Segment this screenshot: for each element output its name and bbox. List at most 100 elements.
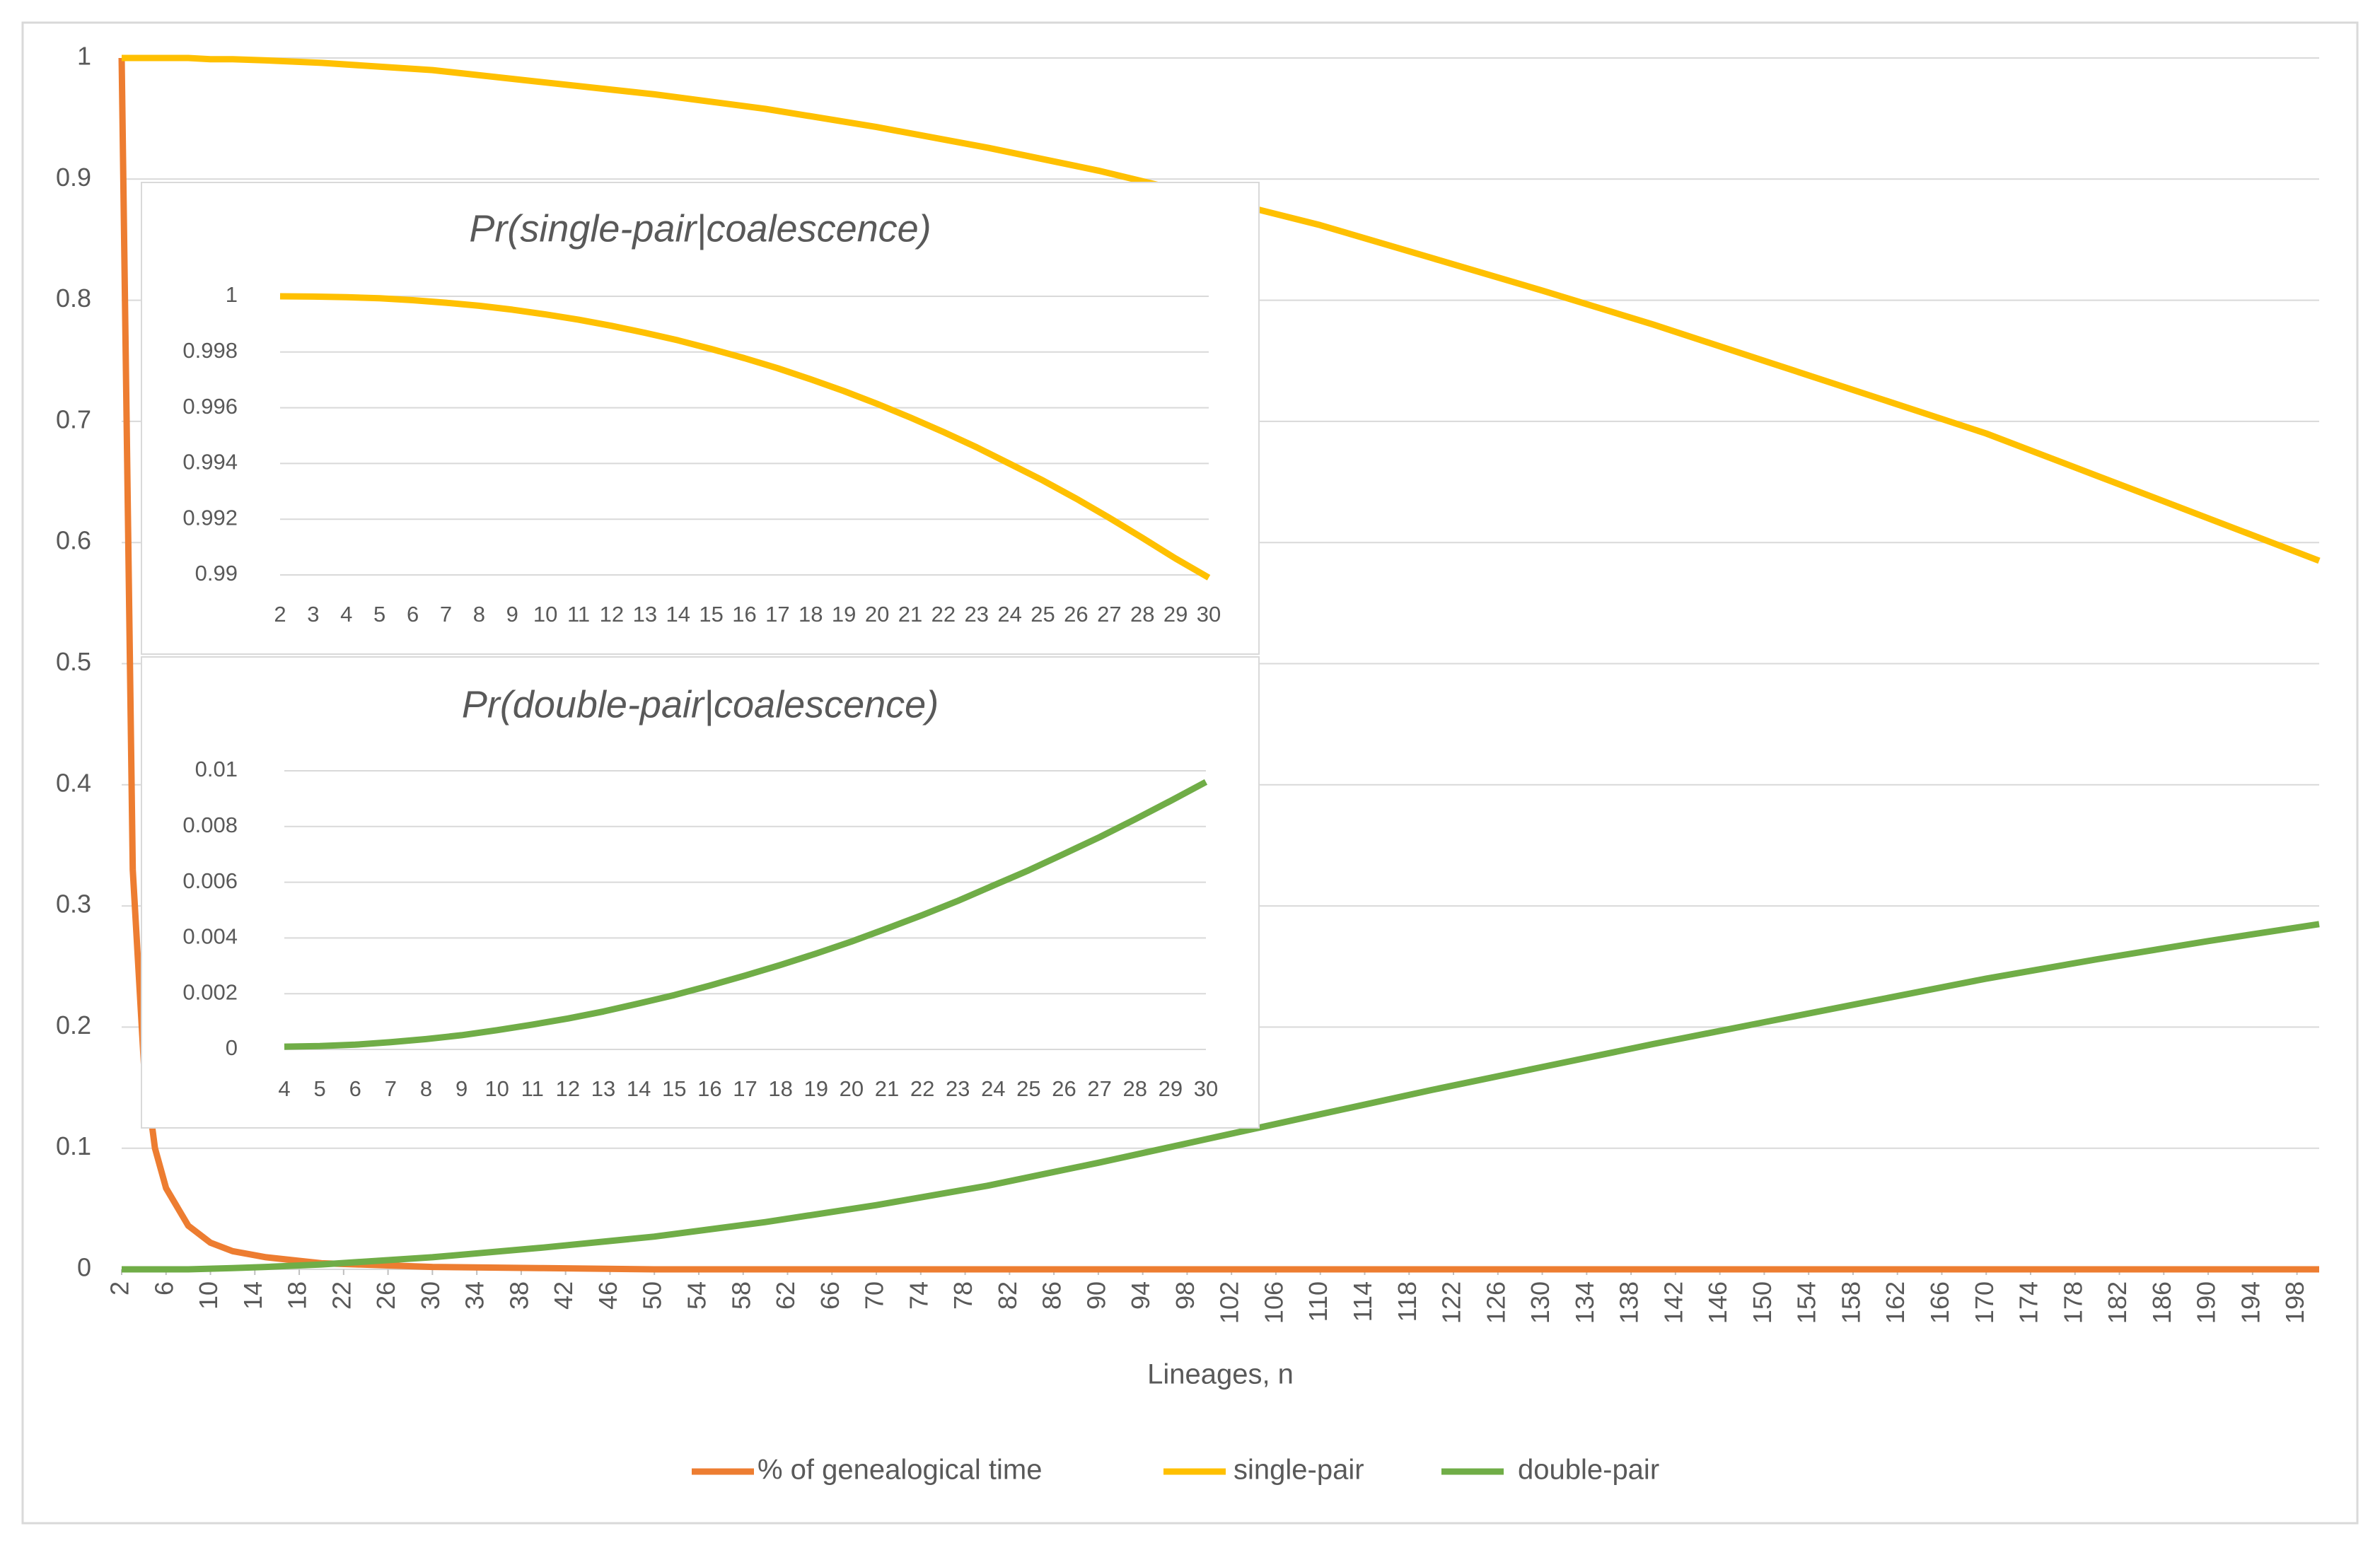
y-tick-label: 0.994 xyxy=(182,450,238,474)
x-tick-label: 130 xyxy=(1526,1281,1555,1324)
x-tick-label: 17 xyxy=(765,602,789,627)
x-tick-label: 154 xyxy=(1792,1281,1821,1324)
x-tick-label: 46 xyxy=(593,1281,622,1310)
x-tick-label: 17 xyxy=(733,1076,757,1101)
x-tick-label: 25 xyxy=(1016,1076,1040,1101)
x-tick-label: 7 xyxy=(440,602,452,627)
x-tick-label: 30 xyxy=(416,1281,445,1310)
x-tick-label: 22 xyxy=(910,1076,934,1101)
y-tick-label: 0.2 xyxy=(56,1011,91,1040)
x-tick-label: 20 xyxy=(840,1076,864,1101)
x-tick-label: 190 xyxy=(2192,1281,2221,1324)
x-tick-label: 82 xyxy=(993,1281,1022,1310)
x-tick-label: 186 xyxy=(2147,1281,2176,1324)
x-tick-label: 74 xyxy=(904,1281,933,1310)
x-tick-label: 54 xyxy=(682,1281,711,1310)
x-tick-label: 34 xyxy=(460,1281,489,1310)
x-tick-label: 9 xyxy=(506,602,518,627)
x-tick-label: 194 xyxy=(2236,1281,2265,1324)
x-tick-label: 118 xyxy=(1393,1281,1422,1322)
x-tick-label: 114 xyxy=(1348,1281,1377,1322)
x-tick-label: 6 xyxy=(407,602,419,627)
legend-label: single-pair xyxy=(1233,1455,1364,1486)
x-tick-label: 106 xyxy=(1259,1281,1288,1324)
x-tick-label: 26 xyxy=(1052,1076,1076,1101)
x-tick-label: 30 xyxy=(1194,1076,1218,1101)
x-tick-label: 10 xyxy=(484,1076,509,1101)
y-tick-label: 0.4 xyxy=(56,768,91,797)
x-tick-label: 66 xyxy=(815,1281,844,1310)
y-tick-label: 0.5 xyxy=(56,647,91,676)
x-tick-label: 26 xyxy=(1064,602,1088,627)
x-tick-label: 158 xyxy=(1836,1281,1865,1324)
x-tick-label: 98 xyxy=(1171,1281,1200,1310)
x-tick-label: 174 xyxy=(2014,1281,2043,1324)
x-tick-label: 146 xyxy=(1703,1281,1732,1324)
x-tick-label: 27 xyxy=(1097,602,1121,627)
y-tick-label: 0.01 xyxy=(195,757,238,781)
x-tick-label: 10 xyxy=(194,1281,223,1310)
x-tick-label: 19 xyxy=(832,602,856,627)
x-tick-label: 42 xyxy=(549,1281,578,1310)
x-tick-label: 12 xyxy=(600,602,624,627)
x-tick-label: 3 xyxy=(307,602,319,627)
y-tick-label: 0.99 xyxy=(195,561,238,586)
x-tick-label: 58 xyxy=(726,1281,755,1310)
y-tick-label: 0 xyxy=(77,1253,91,1282)
x-tick-label: 110 xyxy=(1304,1281,1333,1322)
x-tick-label: 24 xyxy=(981,1076,1005,1101)
x-tick-label: 18 xyxy=(283,1281,312,1310)
x-tick-label: 5 xyxy=(313,1076,325,1101)
x-tick-label: 122 xyxy=(1437,1281,1466,1324)
x-tick-label: 22 xyxy=(327,1281,356,1310)
inset-panel xyxy=(141,656,1260,1129)
x-tick-label: 15 xyxy=(662,1076,686,1101)
series-line xyxy=(122,921,2320,1273)
x-tick-label: 70 xyxy=(860,1281,889,1310)
x-tick-label: 178 xyxy=(2058,1281,2087,1324)
legend-label: double-pair xyxy=(1518,1455,1659,1486)
x-tick-label: 9 xyxy=(455,1076,468,1101)
x-tick-label: 8 xyxy=(420,1076,432,1101)
y-tick-label: 0.002 xyxy=(182,979,238,1004)
x-tick-label: 23 xyxy=(965,602,989,627)
x-tick-label: 4 xyxy=(340,602,352,627)
x-tick-label: 162 xyxy=(1881,1281,1910,1324)
x-tick-label: 28 xyxy=(1130,602,1154,627)
legend-label: % of genealogical time xyxy=(757,1455,1042,1486)
x-tick-label: 150 xyxy=(1748,1281,1777,1324)
x-tick-label: 22 xyxy=(931,602,956,627)
x-tick-label: 134 xyxy=(1570,1281,1599,1324)
x-tick-label: 170 xyxy=(1970,1281,1999,1324)
x-tick-label: 14 xyxy=(627,1076,651,1101)
x-tick-label: 26 xyxy=(371,1281,400,1310)
x-tick-label: 14 xyxy=(238,1281,267,1310)
series-line xyxy=(122,54,2321,564)
x-tick-label: 21 xyxy=(875,1076,899,1101)
x-tick-label: 6 xyxy=(349,1076,361,1101)
y-tick-label: 0 xyxy=(226,1035,238,1060)
y-tick-label: 0.7 xyxy=(56,404,91,433)
x-tick-label: 102 xyxy=(1215,1281,1244,1324)
x-tick-label: 198 xyxy=(2280,1281,2309,1324)
y-tick-label: 0.996 xyxy=(182,394,238,419)
y-tick-label: 1 xyxy=(77,42,91,71)
y-tick-label: 0.004 xyxy=(182,924,238,949)
y-tick-label: 0.992 xyxy=(182,505,238,530)
x-tick-label: 78 xyxy=(948,1281,977,1310)
x-tick-label: 21 xyxy=(898,602,922,627)
x-tick-label: 11 xyxy=(567,602,590,627)
x-tick-label: 50 xyxy=(638,1281,667,1310)
x-tick-label: 24 xyxy=(997,602,1021,627)
x-tick-label: 94 xyxy=(1126,1281,1155,1310)
x-tick-label: 38 xyxy=(504,1281,533,1310)
x-tick-label: 2 xyxy=(274,602,286,627)
x-tick-label: 23 xyxy=(946,1076,970,1101)
y-tick-label: 0.1 xyxy=(56,1131,91,1160)
x-tick-label: 138 xyxy=(1615,1281,1644,1324)
x-tick-label: 7 xyxy=(385,1076,397,1101)
x-tick-label: 90 xyxy=(1081,1281,1110,1310)
y-tick-label: 0.9 xyxy=(56,163,91,192)
inset-panel xyxy=(141,182,1260,655)
